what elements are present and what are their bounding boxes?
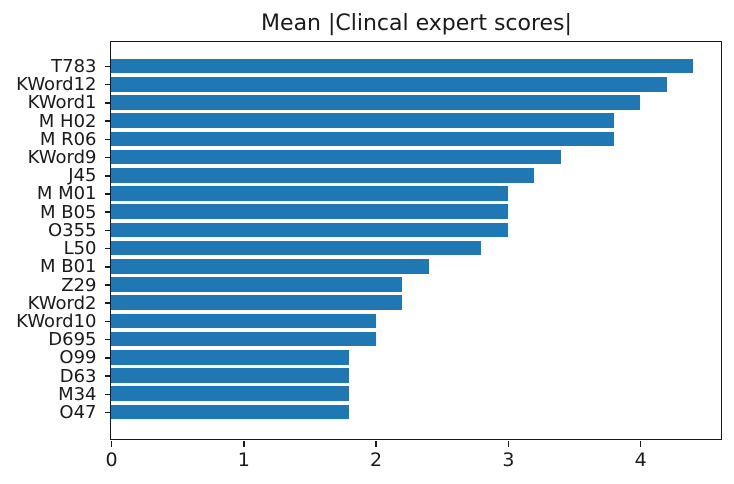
y-tick-mark	[104, 375, 111, 377]
y-tick-label-M B05: M B05	[39, 201, 97, 223]
y-tick-label-M H02: M H02	[38, 110, 97, 132]
bar-M B01	[111, 259, 429, 274]
y-tick-mark	[104, 393, 111, 396]
y-tick-mark	[104, 266, 111, 268]
x-tick-label-4: 4	[634, 449, 647, 471]
y-tick-mark	[104, 211, 111, 213]
y-tick-label-KWord2: KWord2	[27, 292, 97, 314]
y-tick-mark	[104, 338, 111, 341]
y-tick-label-M M01: M M01	[36, 183, 97, 205]
bar-O99	[111, 350, 350, 365]
y-tick-label-M B01: M B01	[39, 256, 97, 278]
chart-title: Mean |Clincal expert scores|	[261, 11, 572, 36]
y-tick-label-O99: O99	[59, 347, 97, 369]
y-tick-mark	[104, 247, 111, 250]
x-tick-mark	[375, 440, 377, 447]
y-tick-mark	[104, 284, 111, 286]
y-tick-label-KWord12: KWord12	[16, 74, 97, 96]
y-tick-mark	[104, 411, 111, 414]
x-tick-label-3: 3	[502, 449, 515, 471]
plot-area	[110, 41, 722, 440]
y-tick-label-O355: O355	[47, 219, 97, 241]
y-tick-mark	[104, 102, 111, 104]
y-tick-label-KWord9: KWord9	[27, 147, 97, 169]
y-tick-label-O47: O47	[59, 401, 97, 423]
bar-M H02	[111, 113, 614, 128]
bar-O47	[111, 404, 350, 420]
bar-J45	[111, 167, 535, 183]
y-tick-mark	[104, 320, 111, 323]
y-tick-label-Z29: Z29	[61, 274, 97, 296]
y-tick-mark	[104, 229, 111, 232]
bar-KWord1	[111, 95, 641, 110]
y-tick-mark	[104, 193, 111, 195]
y-tick-label-KWord1: KWord1	[27, 92, 97, 114]
bar-M34	[111, 386, 350, 402]
bar-M R06	[111, 131, 614, 147]
y-tick-label-D695: D695	[48, 329, 97, 351]
y-tick-mark	[104, 138, 111, 141]
x-tick-mark	[639, 440, 642, 447]
bar-D63	[111, 368, 350, 383]
y-tick-label-T783: T783	[51, 56, 97, 77]
y-tick-label-KWord10: KWord10	[16, 310, 97, 332]
bar-KWord10	[111, 313, 376, 329]
bar-M M01	[111, 186, 508, 201]
bar-T783	[111, 58, 694, 74]
y-tick-label-M34: M34	[58, 383, 97, 405]
bar-KWord9	[111, 149, 561, 165]
y-tick-mark	[104, 175, 111, 177]
x-tick-label-1: 1	[237, 449, 250, 471]
y-tick-mark	[104, 65, 111, 68]
x-tick-label-0: 0	[105, 449, 118, 471]
y-tick-mark	[104, 357, 111, 359]
y-tick-label-J45: J45	[68, 165, 97, 187]
y-tick-mark	[104, 156, 111, 159]
x-tick-mark	[110, 440, 113, 447]
bar-KWord2	[111, 295, 403, 311]
y-tick-label-M R06: M R06	[39, 128, 97, 150]
bar-L50	[111, 240, 482, 256]
bar-D695	[111, 331, 376, 347]
y-tick-label-L50: L50	[63, 238, 97, 260]
bar-O355	[111, 222, 508, 238]
y-tick-mark	[104, 120, 111, 122]
y-tick-label-D63: D63	[59, 365, 97, 387]
bar-M B05	[111, 204, 508, 219]
bar-KWord12	[111, 76, 667, 92]
x-tick-mark	[507, 440, 510, 447]
x-tick-label-2: 2	[370, 449, 383, 471]
x-tick-mark	[243, 440, 245, 447]
y-tick-mark	[104, 302, 111, 304]
bar-Z29	[111, 277, 403, 292]
y-tick-mark	[104, 83, 111, 86]
